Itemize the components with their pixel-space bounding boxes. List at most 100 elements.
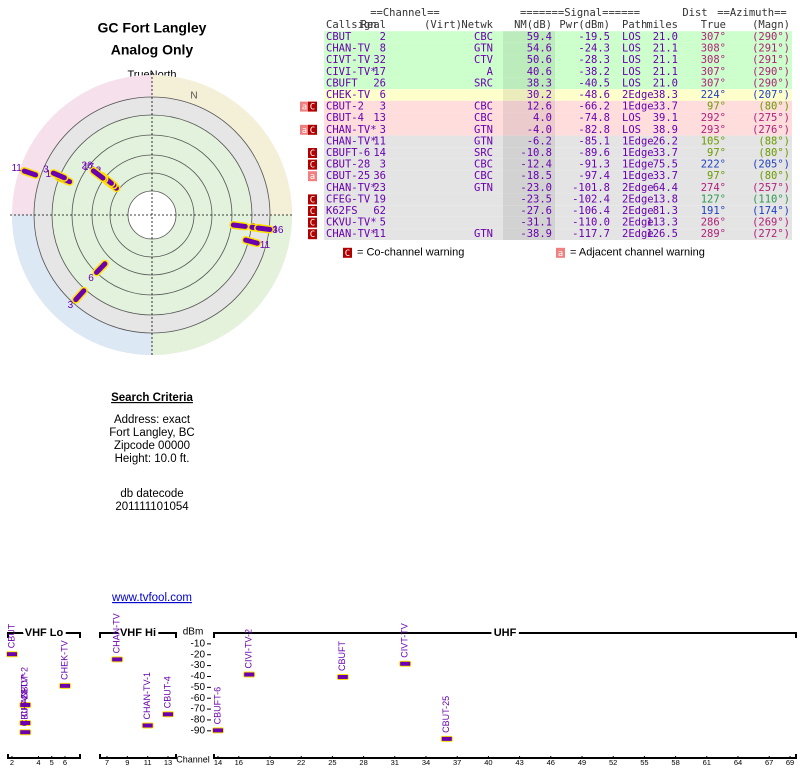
row-background bbox=[324, 42, 792, 55]
row-background bbox=[324, 135, 792, 148]
cell-callsign: CBUT-28 bbox=[326, 159, 370, 171]
title: GC Fort Langley bbox=[98, 20, 207, 36]
co-channel-icon bbox=[308, 148, 317, 158]
co-channel-icon bbox=[308, 124, 317, 135]
x-tick-label: 28 bbox=[359, 758, 367, 767]
polar-marker bbox=[255, 225, 273, 232]
cell-path: 2Edge bbox=[622, 89, 654, 101]
x-tick-label: 52 bbox=[609, 758, 617, 767]
section-frame bbox=[99, 632, 177, 759]
row-background bbox=[324, 124, 792, 136]
cell-path: LOS bbox=[622, 31, 641, 43]
x-tick-label: 61 bbox=[703, 758, 711, 767]
station-label: CHAN-TV-1 bbox=[142, 672, 152, 720]
column-header: NM(dB) bbox=[514, 19, 552, 31]
nm-band bbox=[503, 135, 555, 148]
cell-callsign: CHEK-TV bbox=[326, 89, 371, 101]
cell-callsign: CBUFT bbox=[326, 77, 358, 89]
station-mark bbox=[20, 721, 31, 725]
cell-real: 5 bbox=[380, 217, 386, 229]
cell-magn-az: (80°) bbox=[758, 101, 790, 113]
y-tick-label: -70 bbox=[191, 704, 206, 715]
cell-true-az: 97° bbox=[707, 170, 726, 182]
cell-magn-az: (291°) bbox=[752, 54, 790, 66]
nm-band bbox=[503, 112, 555, 124]
warning-glyph: C bbox=[310, 103, 315, 113]
cell-pwr: -102.4 bbox=[572, 193, 610, 205]
nm-band bbox=[503, 147, 555, 159]
cell-nm: -27.6 bbox=[520, 205, 552, 217]
cell-netwk: GTN bbox=[474, 124, 493, 136]
cell-callsign: CBUT-2 bbox=[326, 101, 364, 113]
cell-dist: 39.1 bbox=[653, 112, 678, 124]
cell-true-az: 308° bbox=[701, 43, 726, 55]
cell-pwr: -66.2 bbox=[578, 101, 610, 113]
datecode-label: db datecode bbox=[120, 488, 183, 500]
cell-true-az: 307° bbox=[701, 66, 726, 78]
warning-glyph: a bbox=[302, 103, 307, 113]
x-tick-label: 46 bbox=[547, 758, 555, 767]
x-tick-label: 11 bbox=[144, 758, 152, 767]
cell-nm: 59.4 bbox=[527, 31, 552, 43]
cell-nm: 4.0 bbox=[533, 112, 552, 124]
marker-label: 6 bbox=[88, 273, 94, 284]
cell-dist: 21.0 bbox=[653, 77, 678, 89]
station-mark bbox=[142, 723, 153, 728]
polar-marker bbox=[50, 170, 67, 181]
datecode: 201111101054 bbox=[115, 501, 189, 513]
cell-nm: -23.5 bbox=[520, 193, 552, 205]
cell-pwr: -89.6 bbox=[578, 147, 610, 159]
nm-band bbox=[503, 54, 555, 66]
cell-dist: 21.1 bbox=[653, 54, 678, 66]
polar-marker bbox=[73, 288, 87, 303]
cell-pwr: -101.8 bbox=[572, 182, 610, 194]
station-label: CBUFT bbox=[337, 641, 347, 671]
x-tick-label: 19 bbox=[266, 758, 274, 767]
cell-dist: 113.3 bbox=[646, 217, 678, 229]
x-tick-label: 9 bbox=[125, 758, 129, 767]
cell-true-az: 308° bbox=[701, 54, 726, 66]
station-table: ==Channel== =======Signal====== Dist ==Azim… bbox=[300, 7, 792, 259]
cell-path: 2Edge bbox=[622, 182, 654, 194]
cell-dist: 75.5 bbox=[653, 159, 678, 171]
row-background bbox=[324, 100, 792, 113]
cell-pwr: -40.5 bbox=[578, 77, 610, 89]
cell-true-az: 274° bbox=[701, 182, 726, 194]
station-label: CBUT bbox=[6, 623, 16, 648]
cell-path: LOS bbox=[622, 112, 641, 124]
cell-real: 32 bbox=[373, 54, 386, 66]
x-tick-label: 55 bbox=[640, 758, 648, 767]
row-background bbox=[324, 112, 792, 124]
station-label: CHEK-TV bbox=[59, 640, 69, 680]
cell-callsign: CFEG-TV bbox=[326, 193, 371, 205]
station-label: CBUT-4 bbox=[162, 676, 172, 708]
marker-label: 26 bbox=[81, 161, 93, 172]
warning-glyph: a bbox=[310, 172, 315, 182]
marker-label: 11 bbox=[11, 163, 22, 174]
site-link[interactable]: www.tvfool.com bbox=[111, 592, 192, 604]
station-label: CBUT-28 bbox=[20, 689, 30, 726]
y-tick-label: -90 bbox=[191, 725, 206, 736]
row-background bbox=[324, 193, 792, 206]
x-tick-label: 43 bbox=[515, 758, 523, 767]
cell-pwr: -85.1 bbox=[578, 135, 610, 147]
adjacent-icon bbox=[556, 247, 565, 258]
legend-glyph: C bbox=[345, 249, 350, 259]
cell-true-az: 289° bbox=[701, 228, 726, 240]
x-tick-label: 64 bbox=[734, 758, 742, 767]
section-frame bbox=[7, 632, 81, 759]
x-tick-label: 40 bbox=[484, 758, 492, 767]
x-tick-label: 7 bbox=[105, 758, 109, 767]
section-label: VHF Hi bbox=[120, 627, 156, 639]
cell-nm: 38.3 bbox=[527, 77, 552, 89]
search-criteria: Search Criteria Address: exact Fort Lang… bbox=[109, 392, 194, 604]
station-label: CBUFT-6 bbox=[212, 687, 222, 725]
cell-magn-az: (290°) bbox=[752, 77, 790, 89]
cell-magn-az: (110°) bbox=[752, 193, 790, 205]
polar-marker bbox=[230, 222, 248, 229]
nm-band bbox=[503, 31, 555, 43]
cell-nm: 30.2 bbox=[527, 89, 552, 101]
adjacent-icon bbox=[300, 124, 309, 135]
group-header: Dist bbox=[682, 7, 707, 19]
marker-label: 3 bbox=[43, 165, 49, 176]
